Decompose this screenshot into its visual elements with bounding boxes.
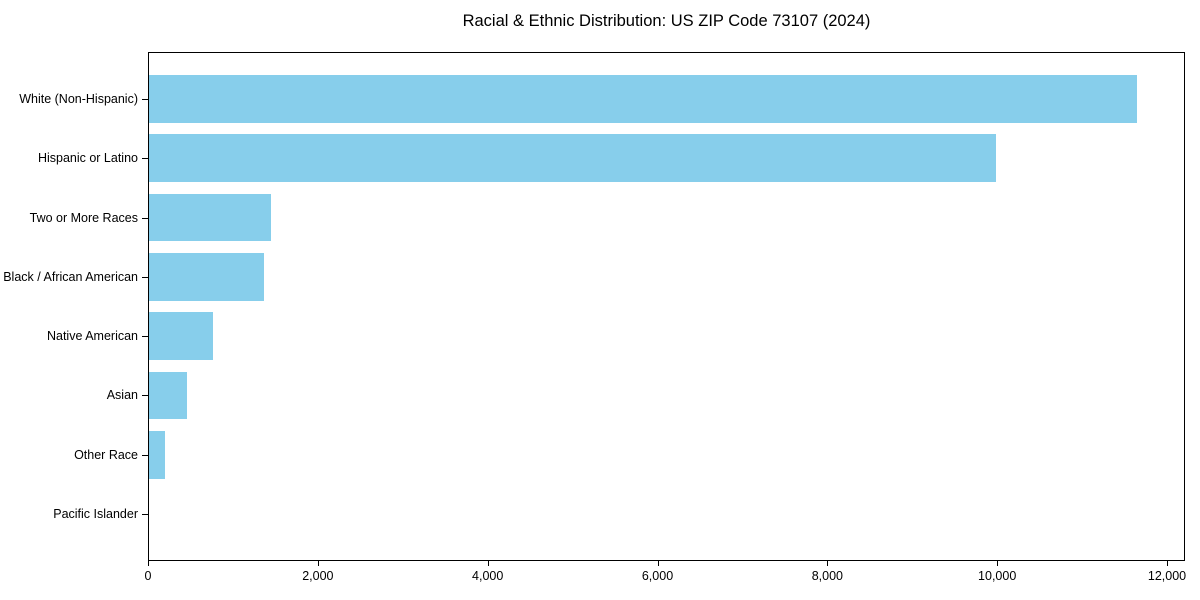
y-axis-label: Pacific Islander [53,507,138,522]
x-tick-label: 2,000 [302,569,334,583]
y-axis-label: Two or More Races [29,210,138,225]
y-axis-label: Native American [46,329,138,344]
bar [149,312,213,360]
x-tick-mark [148,561,149,566]
bar [149,193,272,242]
y-axis-label: Other Race [74,447,138,462]
y-tick-mark [142,514,148,516]
x-tick-label: 12,000 [1147,569,1187,583]
y-tick-mark [142,276,148,278]
y-tick-mark [142,395,148,397]
y-tick-mark [142,217,148,219]
x-tick-label: 0 [144,569,152,583]
x-tick-mark [1167,561,1168,566]
bar [149,371,188,420]
y-axis-label: Hispanic or Latino [37,151,138,166]
bar [149,253,264,301]
y-tick-mark [142,454,148,456]
y-tick-mark [142,336,148,338]
y-tick-mark [142,98,148,100]
x-tick-mark [317,561,319,566]
x-tick-label: 8,000 [811,569,843,583]
chart-title: Racial & Ethnic Distribution: US ZIP Cod… [462,12,871,30]
bar [149,431,166,479]
x-tick-mark [997,561,999,566]
y-tick-mark [142,158,148,160]
y-axis-label: Black / African American [3,269,138,284]
x-tick-mark [827,561,829,566]
bar [149,134,997,182]
x-tick-mark [487,561,489,566]
bar [149,75,1138,123]
x-tick-label: 4,000 [472,569,504,583]
plot-area [148,52,1185,561]
y-axis-label: White (Non-Hispanic) [19,91,138,106]
x-tick-label: 10,000 [978,569,1017,583]
x-tick-label: 6,000 [641,569,674,583]
y-axis-label: Asian [106,388,138,403]
x-tick-mark [657,561,659,566]
